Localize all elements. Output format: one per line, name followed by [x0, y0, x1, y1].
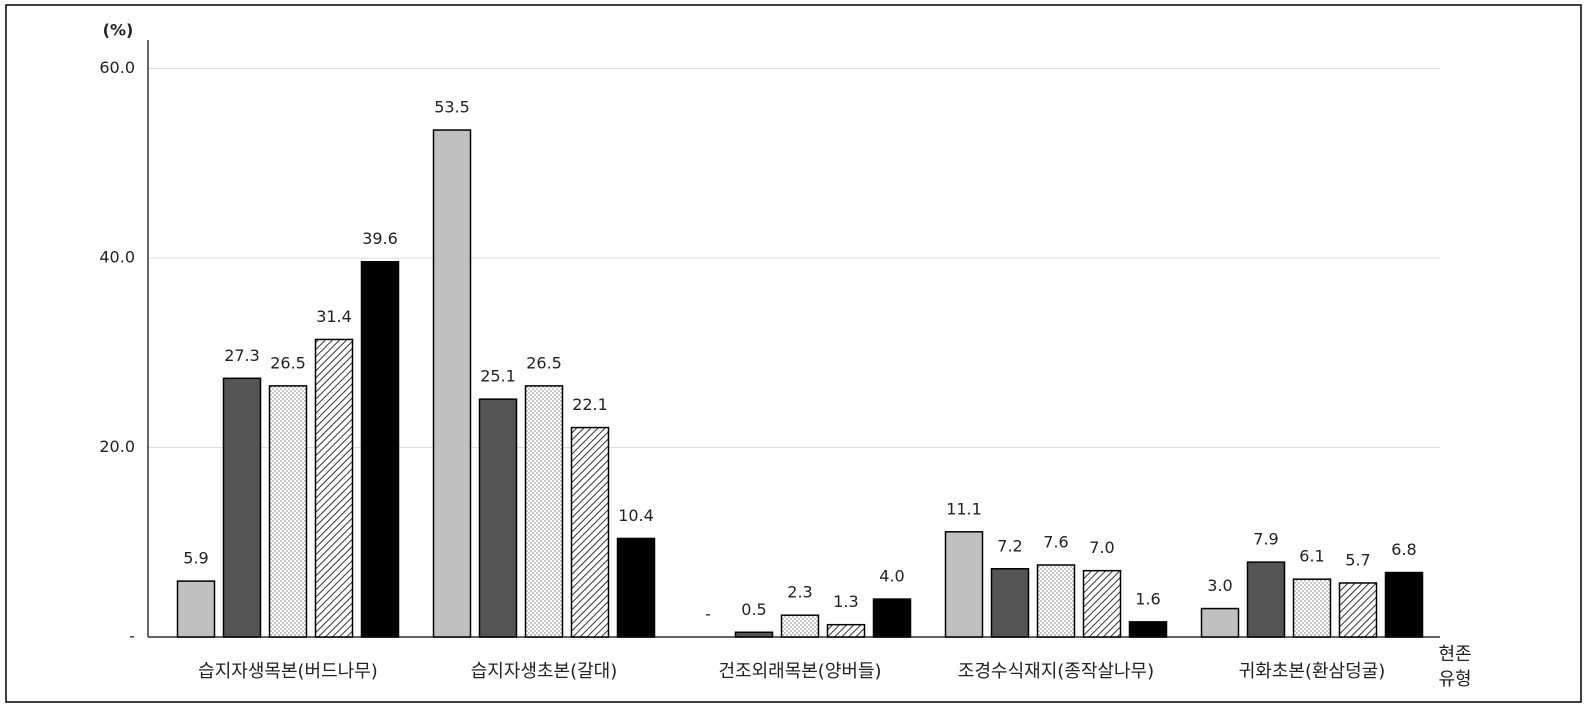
value-label: 1.6 — [1135, 589, 1160, 608]
bar — [1292, 578, 1332, 638]
value-label: 39.6 — [362, 229, 398, 248]
value-label: 3.0 — [1207, 576, 1232, 595]
value-label: 7.9 — [1253, 530, 1278, 549]
y-tick-label: 40.0 — [99, 247, 135, 266]
value-label: 31.4 — [316, 307, 352, 326]
bar — [1384, 571, 1424, 638]
value-label: 11.1 — [946, 499, 982, 518]
bar — [1246, 561, 1286, 638]
bar — [780, 614, 820, 638]
bar — [616, 537, 656, 638]
bar — [176, 580, 216, 638]
x-axis-label: 현존 — [1438, 644, 1471, 665]
value-label: 25.1 — [480, 367, 516, 386]
x-tick-label: 귀화초본(환삼덩굴) — [1239, 661, 1386, 682]
value-label: 7.2 — [997, 536, 1022, 555]
value-label: 2.3 — [787, 583, 812, 602]
value-label: 1.3 — [833, 592, 858, 611]
x-axis-label: 유형 — [1438, 669, 1471, 690]
y-tick-label: - — [129, 627, 135, 646]
bar — [1082, 569, 1122, 638]
bar — [1128, 621, 1168, 638]
bar — [524, 385, 564, 638]
bar — [268, 385, 308, 638]
bar — [734, 631, 774, 638]
value-label: 53.5 — [434, 98, 470, 117]
value-label: 5.9 — [183, 549, 208, 568]
value-label: 6.1 — [1299, 547, 1324, 566]
y-tick-label: 20.0 — [99, 437, 135, 456]
bar — [570, 426, 610, 638]
value-label: - — [705, 605, 711, 624]
value-label: 4.0 — [879, 567, 904, 586]
x-tick-label: 조경수식재지(종작살나무) — [958, 661, 1154, 682]
bar — [826, 623, 866, 638]
x-tick-label: 건조외래목본(양버들) — [718, 661, 881, 682]
value-label: 26.5 — [526, 353, 562, 372]
value-label: 7.6 — [1043, 532, 1068, 551]
x-tick-label: 습지자생초본(갈대) — [471, 661, 618, 682]
value-label: 26.5 — [270, 353, 306, 372]
bar — [1338, 582, 1378, 638]
value-label: 5.7 — [1345, 550, 1370, 569]
x-tick-label: 습지자생목본(버드나무) — [198, 661, 378, 682]
value-label: 22.1 — [572, 395, 608, 414]
bar — [360, 260, 400, 638]
frame — [5, 4, 1582, 703]
bar — [872, 598, 912, 638]
bar — [1200, 607, 1240, 638]
value-label: 7.0 — [1089, 538, 1114, 557]
bar — [314, 338, 354, 638]
value-label: 10.4 — [618, 506, 654, 525]
bar — [990, 568, 1030, 638]
bar — [944, 531, 984, 638]
value-label: 6.8 — [1391, 540, 1416, 559]
bar — [478, 398, 518, 638]
y-tick-label: 60.0 — [99, 58, 135, 77]
value-label: 0.5 — [741, 600, 766, 619]
y-axis-label: (%) — [103, 21, 134, 40]
bar — [222, 377, 262, 638]
value-label: 27.3 — [224, 346, 260, 365]
bar — [432, 129, 472, 638]
bar — [1036, 564, 1076, 638]
